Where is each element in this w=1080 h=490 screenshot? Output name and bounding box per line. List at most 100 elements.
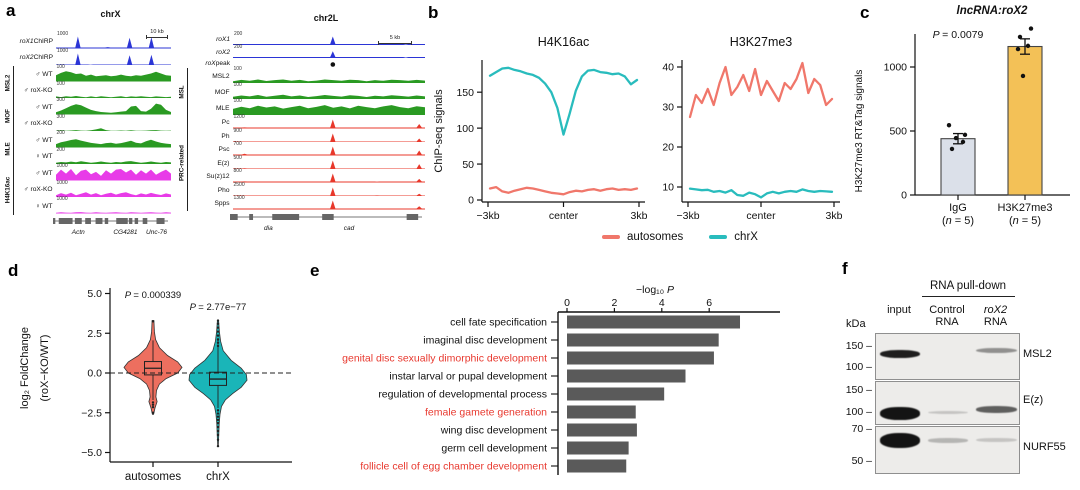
track-scale-value: 200 (234, 44, 243, 50)
series-autosomes (488, 185, 639, 196)
go-bar (567, 315, 741, 329)
track-row: ♂ WT 300 (14, 98, 174, 116)
kda-marker: 70 – (851, 423, 872, 436)
go-bar (567, 387, 665, 401)
track-signal-svg (56, 36, 171, 49)
track-scale-value: 1000 (56, 179, 68, 186)
text-label: −3kb (676, 210, 699, 222)
lane-name: RNA (935, 316, 959, 328)
track-rows: roX1 ChIRP 1000 roX2 ChIRP 1000 (2, 32, 174, 67)
track-row: Pc 1200 (188, 115, 426, 130)
protein-band (928, 438, 968, 443)
track-label-text: Psc (218, 146, 230, 154)
track-row: Su(z)12 800 (188, 169, 426, 184)
gene-box (128, 217, 133, 224)
gene-box (142, 217, 148, 224)
peaks-area (233, 51, 425, 58)
wiggle-area (55, 191, 171, 197)
track-label: MLE (188, 100, 233, 116)
scalebar-line (378, 41, 412, 45)
protein-band (880, 350, 920, 359)
western-blot: RNA pull-down input Control RNA roX2 RNA kDa 15… (840, 262, 1080, 490)
legend-dash (709, 235, 728, 239)
track-label: ♂ roX-KO (14, 182, 56, 199)
track-signal-svg (330, 62, 336, 67)
peaks-area (233, 36, 425, 45)
data-point (960, 139, 966, 145)
track-label: ♂ WT (14, 132, 56, 149)
outlier-dot (216, 334, 220, 337)
track-label-italic: roX2 (19, 54, 34, 62)
track-signal: 1000 (55, 164, 171, 182)
chart-foldchange: log₂ FoldChange (roX−KO/WT) 5.0 2.5 0.0 −2.5 −… (10, 268, 300, 490)
kda-label: kDa (846, 318, 866, 330)
wiggle-area (55, 139, 171, 148)
lane-header: roX2 RNA (970, 304, 1021, 328)
lane-name: Control (929, 304, 965, 316)
track-group: roX1 ChIRP 1000 roX2 ChIRP 1000 (2, 32, 174, 67)
go-bar (567, 369, 686, 383)
track-label-text: MOF (214, 88, 230, 96)
track-row: ♂ WT 1000 (14, 164, 174, 182)
genome-browser-chr2l: chr2L 5 kb roX1 200 roX2 200 roX peak MSL MSL2… (176, 0, 426, 250)
gene-box (104, 217, 109, 224)
track-label: ♂ WT (14, 165, 56, 182)
track-scale-value: 100 (233, 66, 242, 72)
data-point (953, 135, 959, 141)
legend-label: autosomes (627, 231, 684, 243)
gene-box (272, 213, 300, 220)
group-name-label: MSL2 (4, 74, 11, 91)
track-label-text: ♀ WT (35, 153, 53, 161)
outlier-dot (216, 330, 220, 333)
gene-box (74, 217, 82, 224)
outlier-dot (216, 322, 220, 325)
track-row: ♀ WT 1000 (14, 197, 174, 215)
track-row: roX peak (176, 59, 426, 68)
browser-title-chrx: chrX (100, 9, 121, 19)
track-label: roX2 ChIRP (2, 50, 56, 67)
gene-box (230, 213, 238, 220)
track-label-text: Pho (217, 186, 230, 194)
protein-band (928, 410, 968, 414)
protein-band (976, 405, 1017, 413)
track-scale-value: 2500 (233, 181, 245, 188)
scalebar-label: 5 kb (389, 35, 401, 41)
track-group: PRC-related Pc 1200 Ph 900 Psc 700 E(z) 500 Su(z)… (176, 115, 426, 211)
track-label: ♂ WT (14, 66, 56, 83)
text-label: dia (264, 225, 273, 232)
track-signal-svg (232, 160, 425, 169)
track-label: MOF (188, 84, 233, 100)
track-signal: 100 (232, 99, 425, 116)
track-label-italic: roX2 (216, 49, 230, 56)
gene-box (134, 217, 139, 224)
track-signal: 1200 (232, 115, 425, 130)
text-label: 100 (456, 123, 474, 135)
track-group-name: MSL (176, 68, 188, 116)
bar-IgG (940, 138, 976, 196)
track-group: MSL2 ♂ WT 100 ♂ roX-KO 100 (2, 65, 174, 99)
outlier-dot (216, 444, 220, 448)
text-label: lncRNA:roX2 (957, 5, 1029, 17)
panel-c-label: c (860, 3, 870, 22)
group-name-label: MLE (4, 141, 11, 156)
peaks-area (232, 160, 425, 169)
track-signal-svg (55, 95, 171, 98)
text-label: 500 (889, 126, 907, 138)
track-scale-value: 700 (233, 141, 242, 147)
track-label-rest: ChIRP (33, 37, 53, 45)
text-label: female gamete generation (425, 407, 547, 419)
group-name-label: MSL (178, 85, 185, 99)
outlier-dot (151, 411, 155, 414)
wiggle-area (55, 95, 171, 98)
text-label: IgG (949, 202, 967, 214)
text-label: 0 (468, 195, 474, 207)
wiggle-area (55, 212, 171, 214)
track-signal: 200 (55, 147, 171, 166)
blot-box-E(z) (875, 381, 1020, 425)
gene-model-row: dia cad (176, 211, 426, 233)
track-signal: 100 (232, 66, 425, 84)
track-row: Psc 700 (188, 141, 426, 157)
track-signal: 1300 (232, 196, 425, 211)
gene-model-svg: Actn CG4281 Unc-76 (53, 217, 168, 236)
track-label-text: Spps (214, 200, 230, 208)
